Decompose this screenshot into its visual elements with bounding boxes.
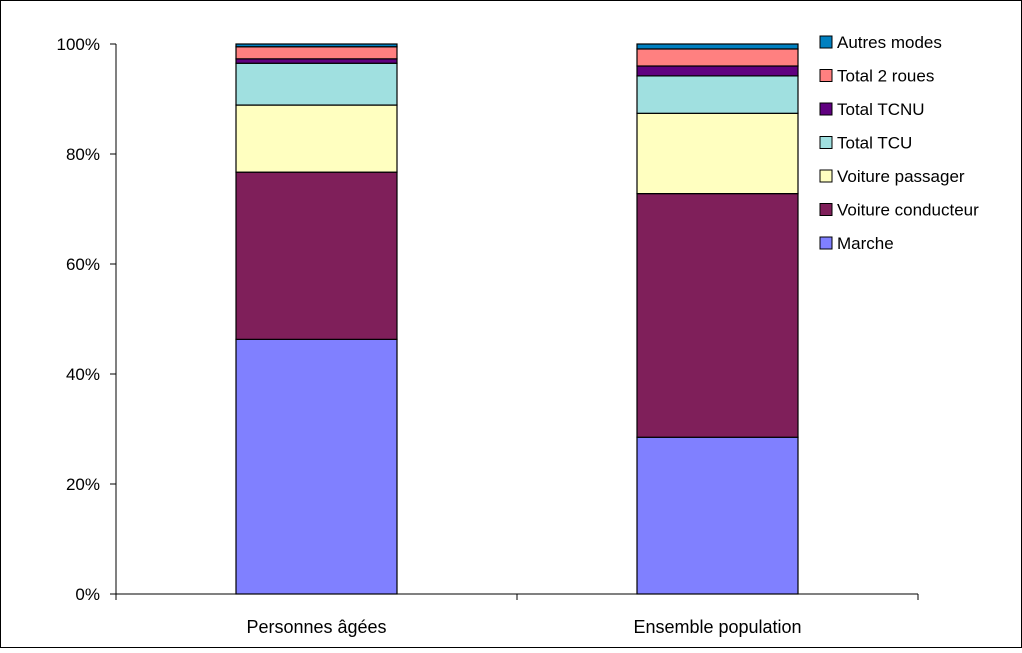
- x-category-label: Ensemble population: [633, 617, 801, 637]
- bar-segment-total-tcnu: [636, 65, 799, 77]
- legend-label: Total TCNU: [837, 100, 925, 119]
- bar-segment-total-tcu: [235, 62, 398, 106]
- legend-label: Total TCU: [837, 134, 912, 153]
- legend-label: Voiture conducteur: [837, 201, 979, 220]
- y-tick-label: 60%: [66, 255, 100, 274]
- y-tick-label: 0%: [75, 585, 100, 604]
- bar-segment-voiture-conducteur: [235, 171, 398, 340]
- legend-label: Total 2 roues: [837, 67, 934, 86]
- legend-label: Autres modes: [837, 33, 942, 52]
- legend-swatch-voiture-conducteur: [819, 203, 833, 216]
- legend: Autres modes Total 2 roues Total TCNU Total…: [819, 33, 979, 253]
- plot-area: 0% 20% 40% 60% 80% 100% Personnes âgées Ensembl…: [57, 35, 919, 637]
- legend-swatch-autres-modes: [819, 35, 833, 49]
- bar-segment-voiture-passager: [235, 104, 398, 173]
- bar-segment-total-2-roues: [235, 46, 398, 60]
- legend-swatch-voiture-passager: [819, 169, 833, 183]
- bar-segment-marche: [636, 436, 799, 595]
- y-tick-label: 40%: [66, 365, 100, 384]
- y-tick-label: 20%: [66, 475, 100, 494]
- bar-segment-voiture-conducteur: [636, 193, 799, 438]
- y-tick-label: 100%: [57, 35, 100, 54]
- bar-segment-total-tcu: [636, 75, 799, 114]
- y-tick-label: 80%: [66, 145, 100, 164]
- bar-segment-voiture-passager: [636, 112, 799, 195]
- x-category-label: Personnes âgées: [246, 617, 386, 637]
- bar-segment-marche: [235, 338, 398, 595]
- bar-segment-total-2-roues: [636, 48, 799, 67]
- legend-swatch-marche: [819, 236, 833, 250]
- bar-segment-total-tcnu: [235, 58, 398, 64]
- legend-label: Marche: [837, 234, 894, 253]
- legend-label: Voiture passager: [837, 167, 965, 186]
- legend-swatch-total-tcnu: [819, 102, 833, 116]
- bar-segment-autres-modes: [235, 43, 398, 48]
- bar-segment-autres-modes: [636, 43, 799, 50]
- legend-swatch-total-tcu: [819, 136, 833, 149]
- legend-swatch-total-2-roues: [819, 69, 833, 82]
